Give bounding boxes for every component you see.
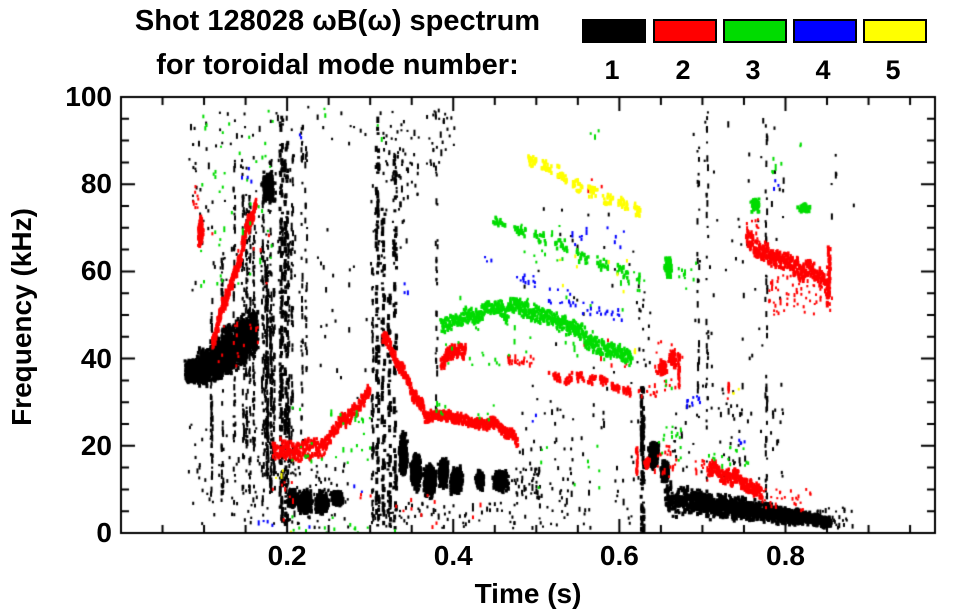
legend-swatch-mode-2 — [653, 19, 717, 43]
chart-title-line1: Shot 128028 ωB(ω) spectrum — [134, 5, 541, 37]
y-axis-title: Frequency (kHz) — [6, 208, 37, 426]
chart-title-line2: for toroidal mode number: — [156, 49, 519, 81]
legend-label-mode-3: 3 — [745, 55, 761, 85]
x-axis-title: Time (s) — [474, 578, 582, 609]
legend-label-mode-4: 4 — [815, 55, 831, 85]
x-tick-label: 0.8 — [766, 540, 805, 571]
legend-label-mode-2: 2 — [675, 55, 691, 85]
legend-swatch-mode-1 — [582, 19, 646, 43]
y-tick-label: 20 — [80, 429, 112, 461]
y-tick-label: 0 — [96, 517, 112, 548]
legend-label-mode-5: 5 — [885, 55, 901, 85]
y-tick-label: 80 — [80, 168, 112, 200]
legend-swatch-mode-5 — [863, 19, 927, 43]
y-tick-label: 40 — [80, 342, 112, 374]
legend-swatch-mode-3 — [723, 19, 787, 43]
y-tick-label: 100 — [65, 81, 112, 112]
legend-swatch-mode-4 — [793, 19, 857, 43]
x-tick-label: 0.6 — [599, 540, 639, 571]
y-tick-label: 60 — [80, 255, 112, 287]
x-tick-label: 0.4 — [433, 540, 473, 571]
x-tick-label: 0.2 — [267, 540, 307, 571]
legend-label-mode-1: 1 — [604, 55, 620, 85]
